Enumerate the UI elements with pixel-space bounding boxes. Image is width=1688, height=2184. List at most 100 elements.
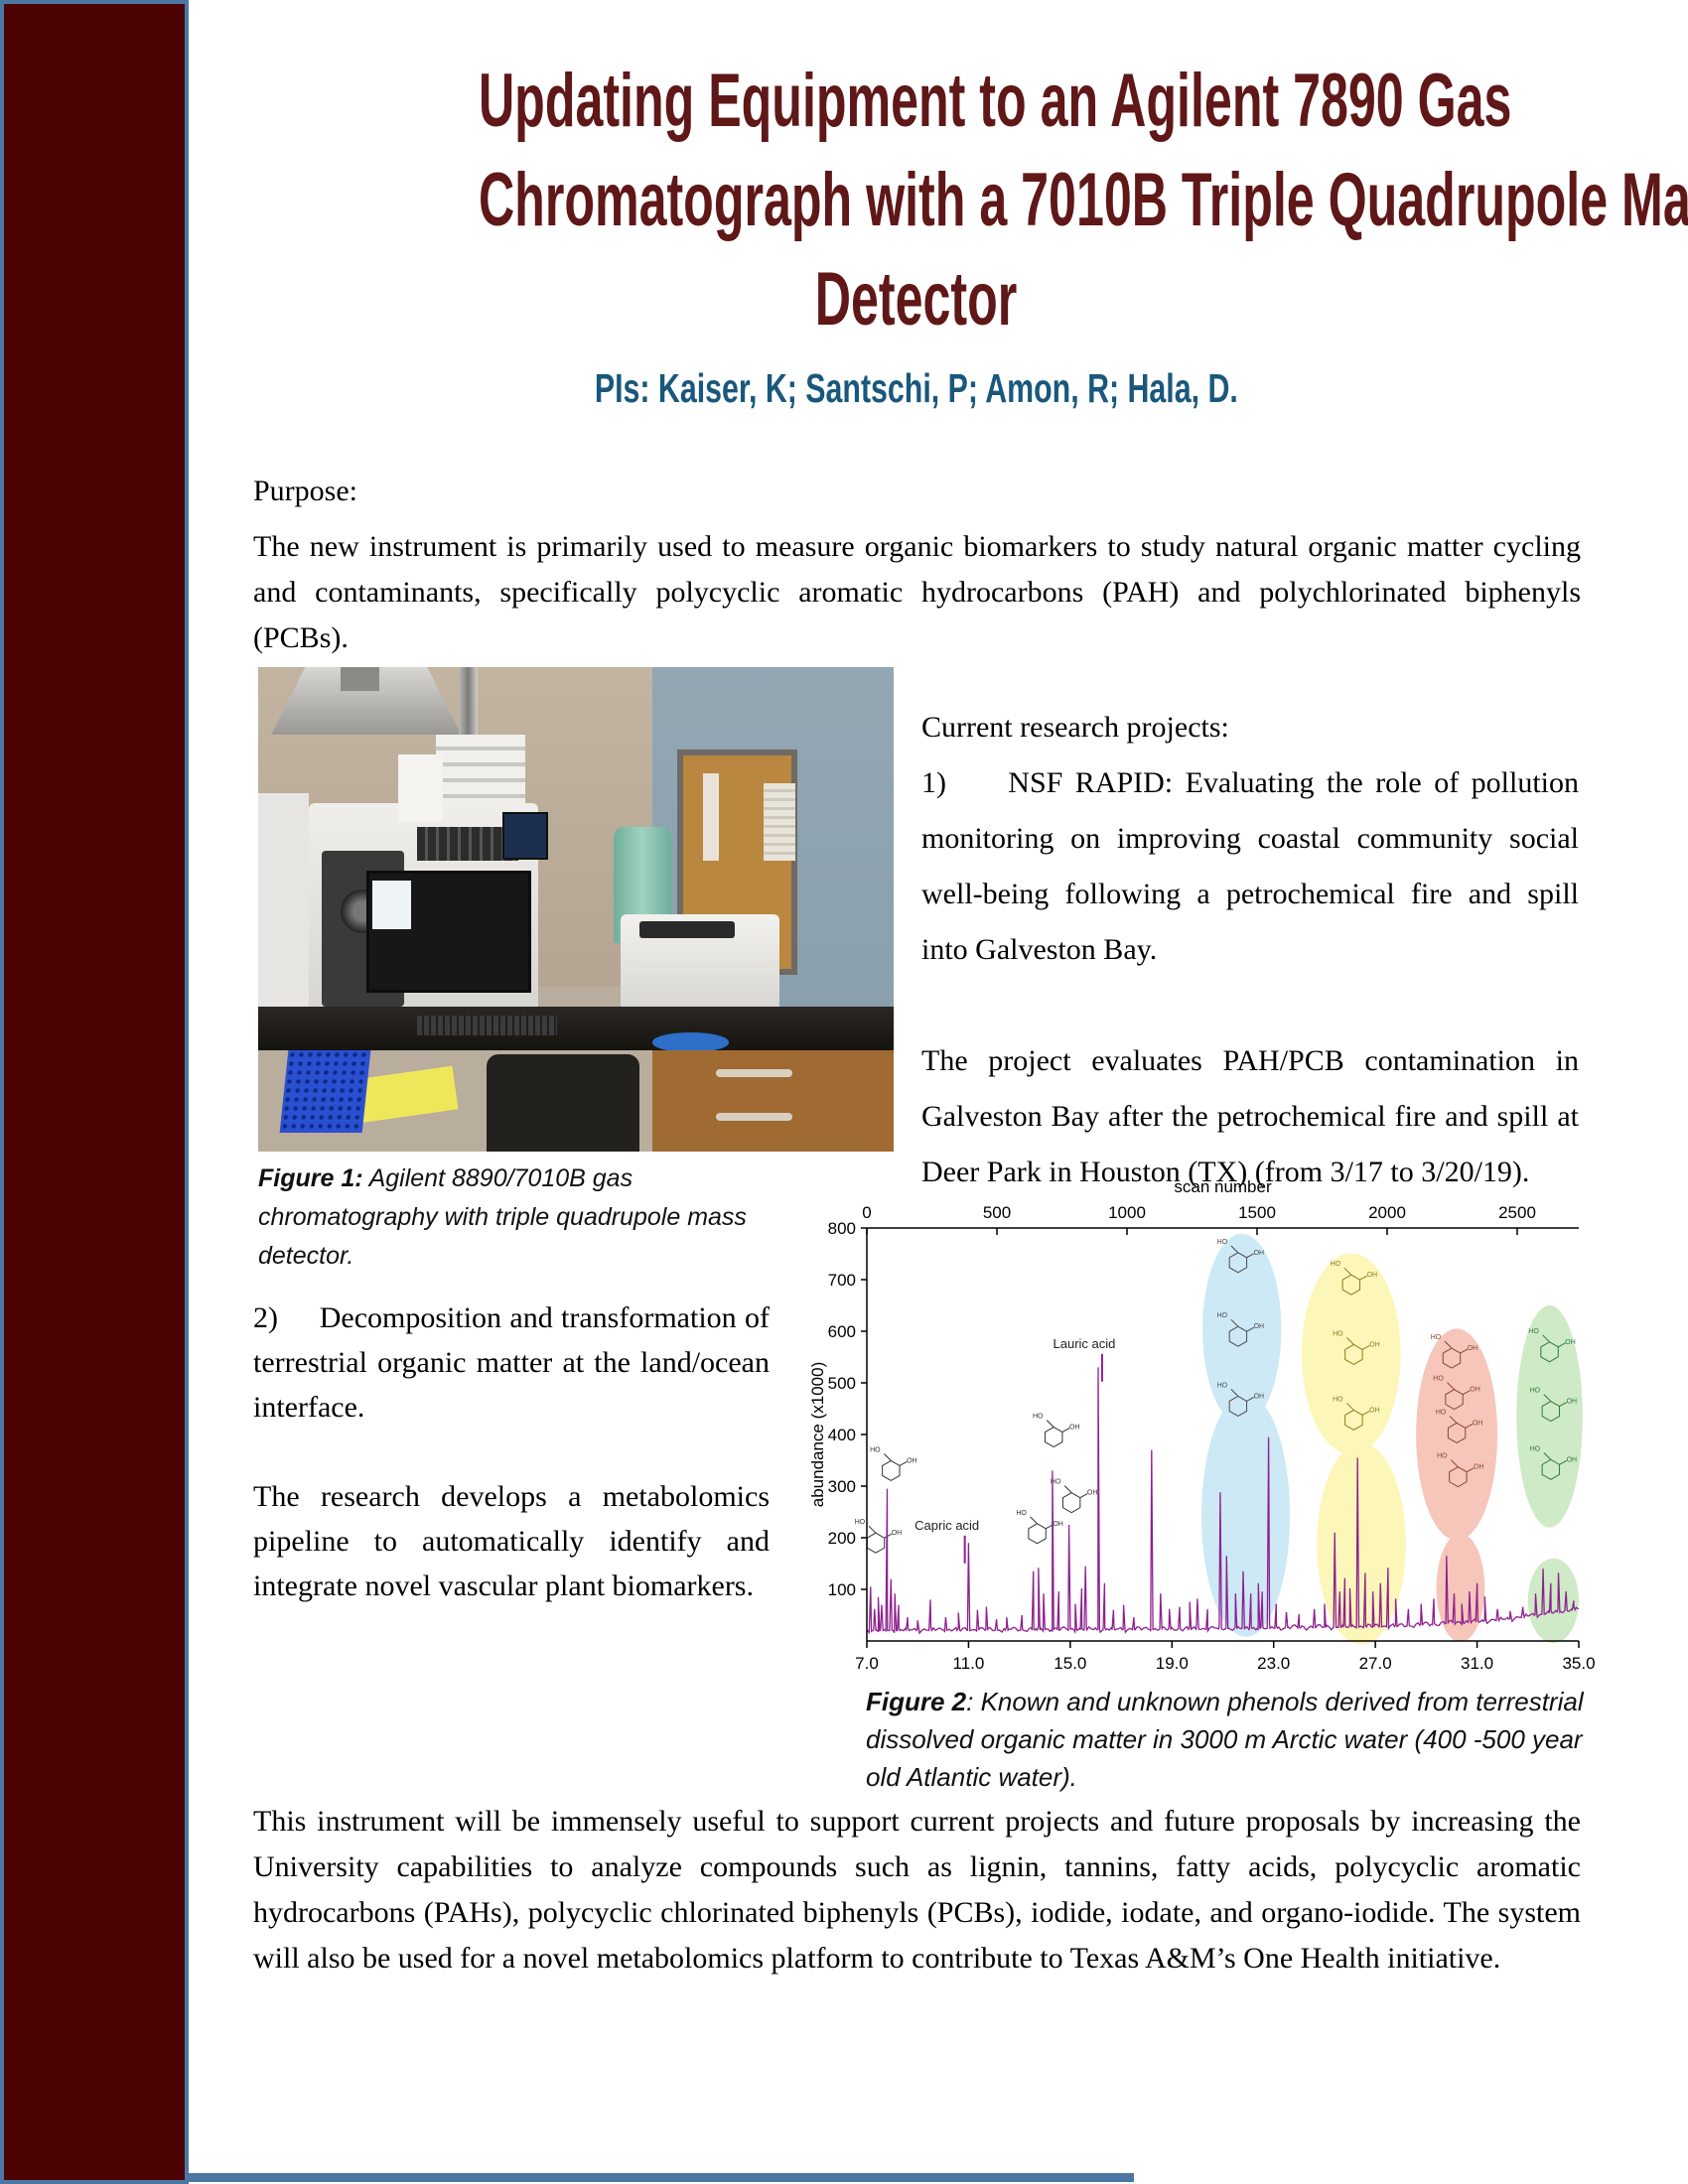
highlight-ellipse (1317, 1442, 1406, 1645)
svg-text:OH: OH (1567, 1456, 1578, 1463)
molecule-structure-icon: HO OH (870, 1446, 917, 1481)
molecule-structure-icon: HO OH (1333, 1330, 1380, 1365)
mouse-pad (651, 1032, 729, 1052)
research-item-1: 1) NSF RAPID: Evaluating the role of pol… (921, 766, 1579, 966)
figure1-caption-text: Agilent 8890/7010B gas chromatography wi… (258, 1164, 747, 1270)
svg-text:OH: OH (892, 1530, 903, 1537)
pipette-rack (279, 1049, 371, 1133)
drawer-handle-2 (715, 1112, 792, 1121)
chromatogram-trace (866, 1367, 1580, 1635)
highlight-ellipse (1527, 1558, 1579, 1644)
figure2-caption-label: Figure 2 (866, 1687, 967, 1716)
monitor-screen-glow (372, 880, 411, 929)
keyboard (417, 1016, 557, 1035)
molecule-structure-icon: HO OH (1431, 1334, 1478, 1369)
title-line-2: Chromatograph with a 7010B Triple Quadru… (478, 158, 1688, 242)
svg-text:OH: OH (1468, 1345, 1478, 1352)
svg-text:1500: 1500 (1238, 1203, 1276, 1222)
section2-column: 2) Decomposition and transformation of t… (253, 1296, 770, 1608)
svg-text:HO: HO (1051, 1479, 1061, 1486)
highlight-ellipse (1436, 1533, 1485, 1643)
closing-paragraph: This instrument will be immensely useful… (253, 1805, 1581, 1975)
left-instrument-edge (258, 792, 310, 1007)
molecule-structure-icon: HO OH (1217, 1382, 1264, 1417)
highlight-ellipse (1200, 1394, 1291, 1637)
svg-text:HO: HO (1437, 1453, 1448, 1460)
svg-text:600: 600 (828, 1322, 856, 1341)
svg-text:100: 100 (828, 1580, 856, 1599)
svg-text:HO: HO (1016, 1510, 1027, 1517)
lab-bench (258, 1006, 894, 1050)
cabinet-drawers (651, 1049, 894, 1152)
svg-text:HO: HO (1436, 1409, 1447, 1416)
svg-text:300: 300 (828, 1477, 856, 1496)
molecule-structure-icon: HO OH (1436, 1409, 1483, 1444)
highlight-ellipse (1516, 1305, 1583, 1528)
touchscreen (502, 812, 548, 861)
title-line-3: Detector (814, 257, 1018, 341)
svg-text:HO: HO (1528, 1328, 1539, 1335)
svg-text:HO: HO (1331, 1261, 1341, 1268)
svg-text:400: 400 (828, 1426, 856, 1444)
molecule-structure-icon: HO OH (1528, 1328, 1576, 1363)
svg-text:HO: HO (1433, 1376, 1444, 1383)
section2-para: The research develops a metabolomics pip… (253, 1480, 770, 1602)
svg-text:OH: OH (1367, 1272, 1378, 1279)
highlight-ellipse (1301, 1253, 1401, 1455)
research-para-2: The project evaluates PAH/PCB contaminat… (921, 1044, 1579, 1188)
left-accent-bar (0, 0, 189, 2184)
door-window (703, 773, 719, 862)
svg-text:OH: OH (1069, 1425, 1080, 1432)
svg-text:23.0: 23.0 (1257, 1654, 1290, 1673)
svg-text:HO: HO (1333, 1396, 1343, 1403)
svg-text:OH: OH (1254, 1323, 1265, 1330)
figure1-photo (258, 667, 894, 1152)
bottom-accent-bar (189, 2173, 1134, 2182)
section2-item: 2) Decomposition and transformation of t… (253, 1301, 770, 1424)
svg-text:OH: OH (1473, 1420, 1483, 1427)
svg-text:2000: 2000 (1368, 1203, 1406, 1222)
svg-text:OH: OH (1369, 1407, 1380, 1414)
svg-text:500: 500 (828, 1374, 856, 1393)
svg-text:11.0: 11.0 (953, 1654, 985, 1673)
molecule-structure-icon: HO OH (1333, 1396, 1380, 1432)
svg-text:OH: OH (1565, 1339, 1576, 1346)
svg-text:OH: OH (907, 1457, 917, 1464)
molecule-structure-icon: HO OH (1033, 1414, 1080, 1448)
title-line-1: Updating Equipment to an Agilent 7890 Ga… (478, 59, 1512, 143)
svg-text:200: 200 (828, 1529, 856, 1548)
research-projects: Current research projects: 1) NSF RAPID:… (921, 700, 1579, 1200)
peak-annotation: Capric acid (914, 1518, 979, 1533)
svg-text:HO: HO (1431, 1334, 1442, 1341)
y-axis-title: abundance (x1000) (809, 1362, 827, 1508)
purpose-heading: Purpose: (253, 475, 357, 507)
molecule-structure-icon: HO OH (1530, 1445, 1578, 1480)
svg-text:500: 500 (983, 1203, 1011, 1222)
svg-text:OH: OH (1567, 1399, 1578, 1406)
svg-text:1000: 1000 (1108, 1203, 1146, 1222)
svg-text:800: 800 (828, 1219, 856, 1238)
highlight-ellipse (1416, 1328, 1498, 1541)
svg-text:7.0: 7.0 (855, 1654, 879, 1673)
svg-text:19.0: 19.0 (1156, 1654, 1189, 1673)
svg-text:15.0: 15.0 (1054, 1654, 1086, 1673)
figure2-chromatogram-chart: HO OH HO OH HO OH HO OH HO OH HO OH HO OH HO OH HO OH HO OH… (809, 1177, 1596, 1673)
molecule-structure-icon: HO OH (1217, 1239, 1264, 1274)
page-title: Updating Equipment to an Agilent 7890 Ga… (253, 52, 1688, 349)
svg-text:31.0: 31.0 (1461, 1654, 1493, 1673)
svg-text:HO: HO (855, 1519, 866, 1526)
svg-text:HO: HO (1033, 1414, 1044, 1421)
door-sign (763, 783, 795, 862)
printer-slot (639, 921, 735, 939)
svg-text:HO: HO (1217, 1312, 1228, 1319)
figure1-caption-label: Figure 1: (258, 1164, 363, 1192)
svg-text:HO: HO (1333, 1330, 1343, 1337)
top-axis-title: scan number (1174, 1177, 1272, 1196)
exhaust-pipe (341, 667, 379, 692)
svg-text:OH: OH (1053, 1521, 1063, 1528)
figure2-caption: Figure 2: Known and unknown phenols deri… (866, 1683, 1606, 1796)
svg-text:HO: HO (870, 1446, 881, 1453)
peak-annotation: Lauric acid (1054, 1336, 1116, 1351)
molecule-structure-icon: HO OH (1051, 1479, 1097, 1514)
